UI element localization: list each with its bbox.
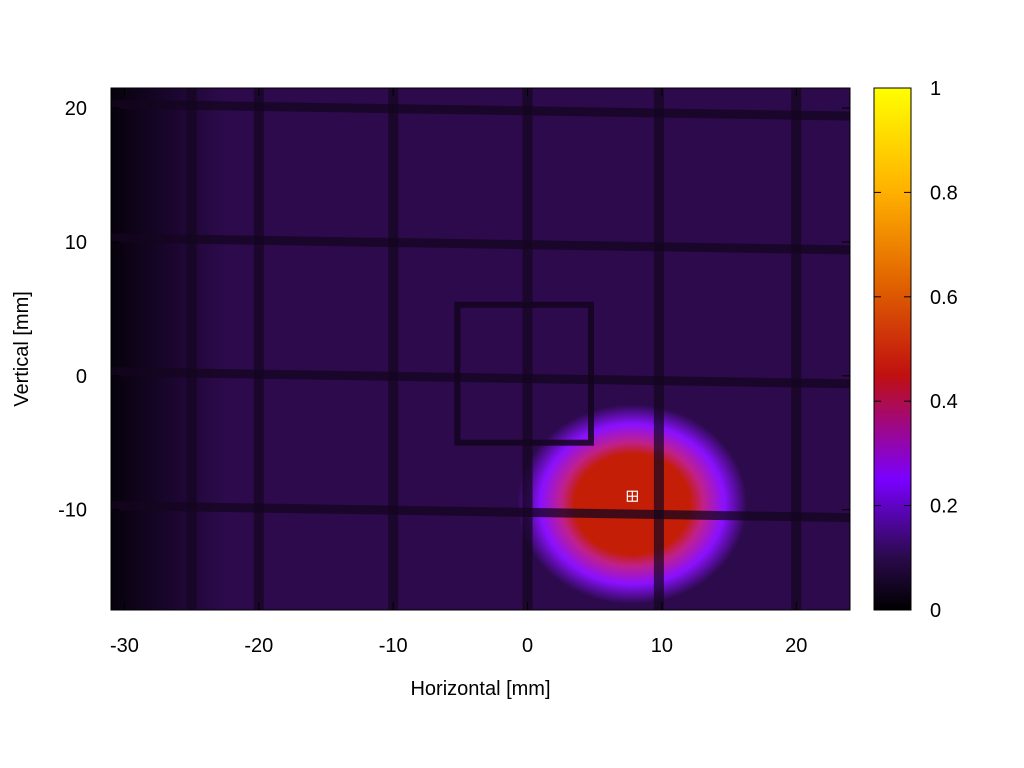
colorbar	[873, 87, 912, 611]
inner-square-shadow	[454, 301, 594, 446]
x-tick-label: -10	[379, 635, 408, 657]
x-tick-label: -30	[110, 635, 139, 657]
colorbar-tick-label: 0.8	[930, 182, 958, 204]
x-tick-label: 20	[785, 635, 807, 657]
grid-shadow-horizontal	[111, 367, 850, 389]
colorbar-ticks: 0 0.2 0.4 0.6 0.8 1	[874, 78, 958, 622]
colorbar-tick-label: 0	[930, 600, 941, 622]
x-axis-label: Horizontal [mm]	[410, 678, 550, 700]
y-axis-label: Vertical [mm]	[11, 291, 33, 407]
colorbar-tick-label: 1	[930, 78, 941, 100]
colorbar-tick-label: 0.6	[930, 287, 958, 309]
colorbar-tick-label: 0.2	[930, 496, 958, 518]
heatmap-left-shadow	[111, 88, 226, 610]
beam-spot	[517, 404, 748, 605]
grid-shadow-horizontal	[111, 99, 850, 121]
y-tick-label: 10	[65, 232, 87, 254]
crosshair-marker	[626, 490, 638, 502]
y-tick-label: 0	[76, 366, 87, 388]
plot-frame	[110, 87, 851, 611]
x-tick-label: -20	[244, 635, 273, 657]
grid-shadow-horizontal	[111, 233, 850, 255]
colorbar-tick-label: 0.4	[930, 391, 958, 413]
y-tick-label: -10	[58, 500, 87, 522]
y-tick-label: 20	[65, 98, 87, 120]
grid-shadow-horizontal	[111, 501, 850, 523]
heatmap-image	[111, 88, 850, 610]
x-tick-label: 10	[651, 635, 673, 657]
x-tick-label: 0	[522, 635, 533, 657]
axis-ticks: -30 -20 -10 0 10 20 -10 0 10 20	[58, 88, 850, 657]
